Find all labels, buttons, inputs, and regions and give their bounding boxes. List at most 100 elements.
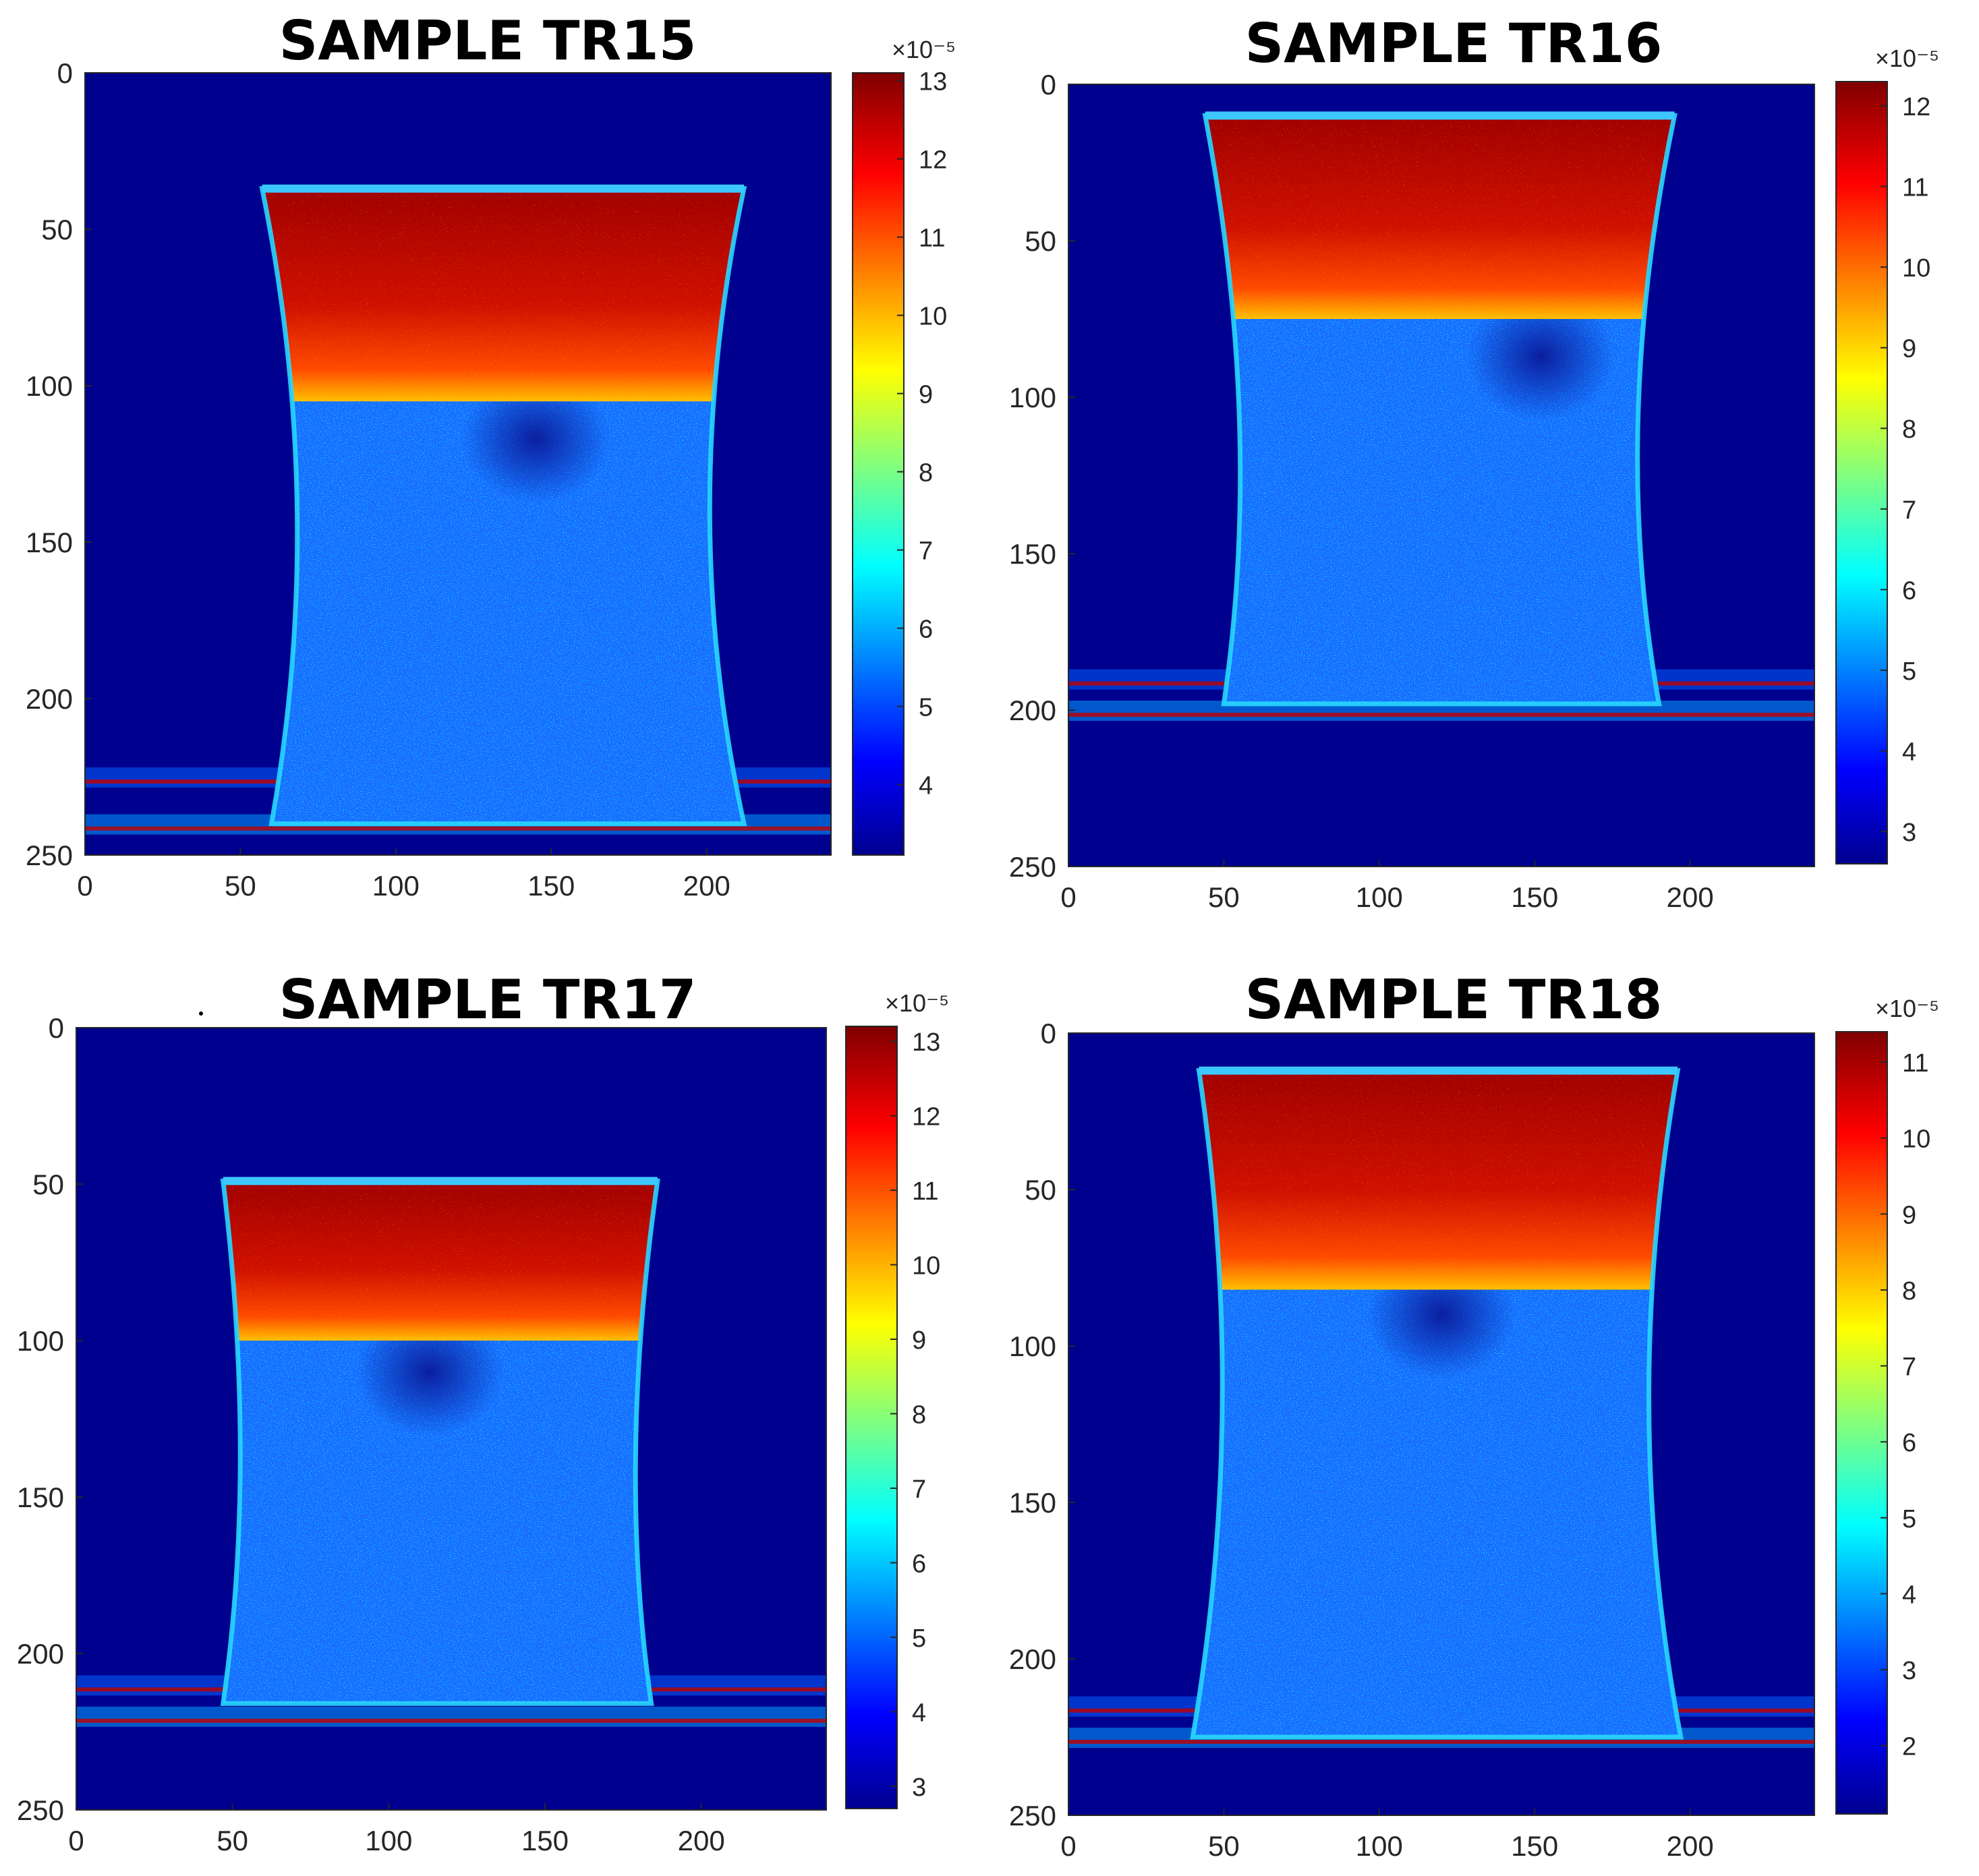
y-tick-label: 0: [57, 57, 73, 89]
y-tick-label: 0: [1041, 1018, 1056, 1049]
heatmap-panel-4: SAMPLE TR18 0 50 100 150 200 0 50 100 150 200 250 2 3…: [1009, 968, 1939, 1862]
stray-dot: [199, 1012, 203, 1016]
noise-line: [1068, 1740, 1814, 1744]
y-tick-label: 200: [1009, 1643, 1056, 1675]
colorbar-tick-label: 6: [1902, 577, 1916, 605]
hot-speckle-layer: [1193, 1070, 1681, 1290]
x-tick-label: 150: [1511, 1830, 1558, 1862]
specimen: [1193, 1070, 1681, 1737]
x-tick-label: 0: [1060, 881, 1076, 913]
colorbar-tick-label: 4: [1902, 1581, 1916, 1609]
x-tick-label: 100: [1356, 881, 1403, 913]
colorbar-tick-label: 10: [919, 303, 947, 331]
y-tick-label: 200: [1009, 695, 1056, 726]
dark-spot: [461, 374, 610, 503]
colorbar-tick-label: 11: [919, 225, 945, 253]
colorbar-tick-label: 5: [1902, 1505, 1916, 1533]
x-tick-label: 200: [683, 870, 730, 902]
specimen: [1205, 115, 1675, 704]
x-tick-label: 50: [225, 870, 256, 902]
chart-title: SAMPLE TR16: [1245, 12, 1663, 75]
hot-speckle-layer: [1205, 115, 1675, 319]
colorbar-tick-label: 5: [1902, 657, 1916, 686]
y-tick-label: 250: [1009, 851, 1056, 883]
y-tick-label: 250: [26, 840, 73, 871]
y-tick-label: 150: [17, 1482, 64, 1513]
colorbar-tick-label: 8: [912, 1401, 926, 1429]
y-tick-label: 0: [1041, 69, 1056, 100]
y-tick-label: 200: [26, 683, 73, 715]
colorbar-tick-label: 7: [912, 1475, 926, 1504]
noise-line: [1068, 713, 1814, 717]
x-tick-label: 150: [527, 870, 575, 902]
colorbar-tick-label: 12: [919, 146, 947, 175]
noise-line: [76, 1718, 826, 1723]
colorbar-tick-label: 3: [912, 1774, 926, 1802]
axes-frame: [1068, 1032, 1815, 1816]
heatmap-panel-1: SAMPLE TR15 0 50 100 150 200 0 50 100 150 200 250 4 5…: [26, 9, 956, 902]
x-tick-label: 50: [217, 1825, 248, 1856]
colorbar-tick-label: 10: [912, 1252, 940, 1281]
specimen-edge: [220, 1178, 660, 1706]
colorbar-tick-label: 9: [912, 1326, 926, 1355]
x-tick-label: 150: [1511, 881, 1558, 913]
colorbar-multiplier: ×10⁻⁵: [892, 36, 956, 63]
colorbar-tick-label: 11: [1902, 173, 1928, 202]
dark-spot: [1466, 292, 1615, 421]
axes-frame: [84, 72, 832, 856]
y-tick-label: 50: [1025, 225, 1056, 257]
colorbar-tick-label: 9: [919, 381, 933, 409]
colorbar: [1835, 81, 1888, 864]
colorbar-tick-label: 8: [1902, 1277, 1916, 1306]
colorbar-tick-label: 2: [1902, 1733, 1916, 1761]
colorbar-tick-label: 10: [1902, 1125, 1930, 1154]
top-edge: [1199, 1066, 1678, 1075]
y-tick-label: 250: [17, 1794, 64, 1826]
specimen-edge: [1202, 113, 1677, 707]
colorbar-tick-label: 12: [912, 1103, 940, 1132]
x-tick-label: 50: [1208, 881, 1240, 913]
colorbar-tick-label: 11: [1902, 1049, 1928, 1078]
colorbar-tick-label: 6: [919, 616, 933, 644]
colorbar-multiplier: ×10⁻⁵: [1875, 45, 1939, 72]
x-tick-label: 0: [1060, 1830, 1076, 1862]
colorbar-multiplier: ×10⁻⁵: [885, 989, 949, 1017]
colorbar-tick-label: 11: [912, 1177, 938, 1206]
specimen: [223, 1181, 658, 1704]
specimen-edge: [259, 186, 747, 827]
y-tick-label: 50: [1025, 1174, 1056, 1206]
colorbar-multiplier: ×10⁻⁵: [1875, 995, 1939, 1022]
colorbar-tick-label: 9: [1902, 335, 1916, 363]
noise-band: [76, 1706, 826, 1727]
y-tick-label: 0: [49, 1012, 64, 1044]
x-tick-label: 0: [68, 1825, 84, 1856]
colorbar-tick-label: 8: [1902, 415, 1916, 444]
top-edge: [223, 1177, 658, 1185]
colorbar-tick-label: 8: [919, 459, 933, 488]
axes-frame: [1068, 84, 1815, 867]
y-tick-label: 100: [1009, 382, 1056, 413]
y-tick-label: 150: [26, 527, 73, 558]
x-tick-label: 50: [1208, 1830, 1240, 1862]
colorbar-tick-label: 13: [912, 1028, 940, 1057]
heatmap-panel-2: SAMPLE TR16 0 50 100 150 200 0 50 100 150 200 250 3 4…: [1009, 12, 1939, 913]
colorbar-tick-label: 7: [1902, 1353, 1916, 1382]
heatmap-panel-3: SAMPLE TR17 0 50 100 150 200 0 50 100 150 200 250 3 4…: [17, 968, 949, 1856]
colorbar-tick-label: 6: [1902, 1429, 1916, 1457]
colorbar: [852, 72, 905, 856]
colorbar-tick-label: 3: [1902, 819, 1916, 847]
y-tick-label: 100: [26, 370, 73, 402]
colorbar-tick-label: 10: [1902, 254, 1930, 283]
colorbar-tick-label: 7: [919, 537, 933, 566]
colorbar-tick-label: 12: [1902, 93, 1930, 121]
colorbar: [845, 1026, 898, 1809]
colorbar-tick-label: 4: [912, 1699, 926, 1727]
y-tick-label: 100: [17, 1325, 64, 1357]
y-tick-label: 150: [1009, 538, 1056, 570]
chart-title: SAMPLE TR18: [1245, 968, 1663, 1031]
x-tick-label: 100: [372, 870, 420, 902]
colorbar-tick-label: 6: [912, 1550, 926, 1578]
specimen: [262, 188, 744, 824]
specimen-edge: [1190, 1068, 1684, 1740]
